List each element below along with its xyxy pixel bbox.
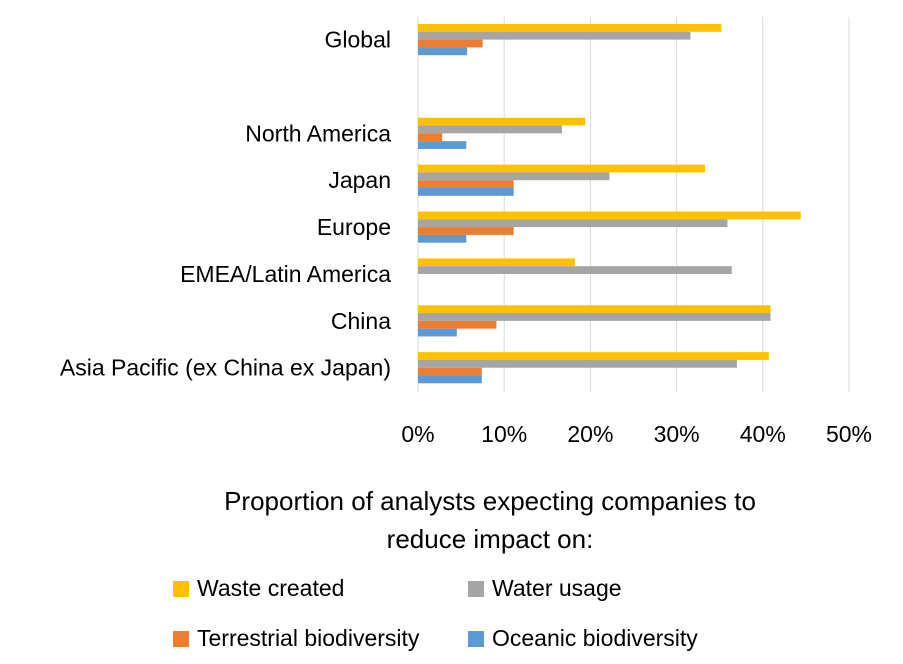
- legend-swatch-waste: [173, 580, 189, 597]
- bar: [418, 172, 610, 181]
- legend-swatch-oceanic: [468, 630, 484, 647]
- x-tick-label: 50%: [826, 421, 872, 447]
- bar: [418, 359, 737, 368]
- bar-chart: Global North America Japan Europe EMEA/Latin…: [60, 17, 872, 447]
- bar: [418, 352, 769, 360]
- legend-label-oceanic: Oceanic biodiversity: [492, 625, 698, 651]
- bar: [418, 141, 467, 149]
- category-label: North America: [245, 120, 391, 146]
- bars: [418, 24, 801, 384]
- gridlines: [417, 17, 850, 392]
- category-label: Asia Pacific (ex China ex Japan): [60, 355, 391, 381]
- legend-swatch-water: [468, 580, 484, 597]
- bar: [418, 320, 497, 329]
- bar: [418, 188, 514, 196]
- bar: [418, 39, 483, 48]
- legend-item-waste: Waste created: [173, 575, 344, 602]
- bar: [418, 328, 457, 337]
- x-axis-title-line-1: Proportion of analysts expecting compani…: [224, 486, 756, 516]
- legend-label-terrestrial: Terrestrial biodiversity: [197, 625, 420, 651]
- bar: [418, 219, 728, 228]
- bar: [418, 258, 575, 267]
- bar: [418, 227, 514, 235]
- x-tick-label: 30%: [654, 421, 700, 447]
- bar: [418, 313, 771, 321]
- bar: [418, 266, 732, 274]
- legend-item-oceanic: Oceanic biodiversity: [468, 625, 698, 652]
- x-tick-label: 20%: [567, 421, 613, 447]
- bar: [418, 180, 514, 189]
- x-tick-label: 10%: [481, 421, 527, 447]
- x-tick-labels: 0% 10% 20% 30% 40% 50%: [401, 421, 872, 447]
- x-tick-label: 0%: [401, 421, 434, 447]
- category-label: Japan: [328, 167, 391, 193]
- legend-item-terrestrial: Terrestrial biodiversity: [173, 625, 419, 652]
- x-axis-title-line-2: reduce impact on:: [386, 524, 594, 554]
- bar: [418, 164, 706, 173]
- bar: [418, 305, 771, 314]
- bar: [418, 234, 467, 243]
- category-labels: Global North America Japan Europe EMEA/Latin…: [60, 27, 391, 381]
- bar: [418, 47, 468, 56]
- category-label: Europe: [317, 214, 391, 240]
- x-axis-title: Proportion of analysts expecting compani…: [0, 482, 903, 558]
- bar: [418, 375, 482, 384]
- bar: [418, 24, 722, 32]
- legend-item-water: Water usage: [468, 575, 622, 602]
- bar: [418, 367, 482, 376]
- bar: [418, 117, 586, 126]
- legend-label-waste: Waste created: [197, 575, 345, 601]
- legend-swatch-terrestrial: [173, 630, 189, 647]
- category-label: EMEA/Latin America: [180, 261, 391, 287]
- bar: [418, 133, 443, 142]
- bar: [418, 31, 691, 40]
- bar: [418, 125, 562, 134]
- category-label: Global: [325, 27, 391, 53]
- bar: [418, 211, 801, 220]
- category-label: China: [331, 308, 391, 334]
- legend-label-water: Water usage: [492, 575, 622, 601]
- x-tick-label: 40%: [740, 421, 786, 447]
